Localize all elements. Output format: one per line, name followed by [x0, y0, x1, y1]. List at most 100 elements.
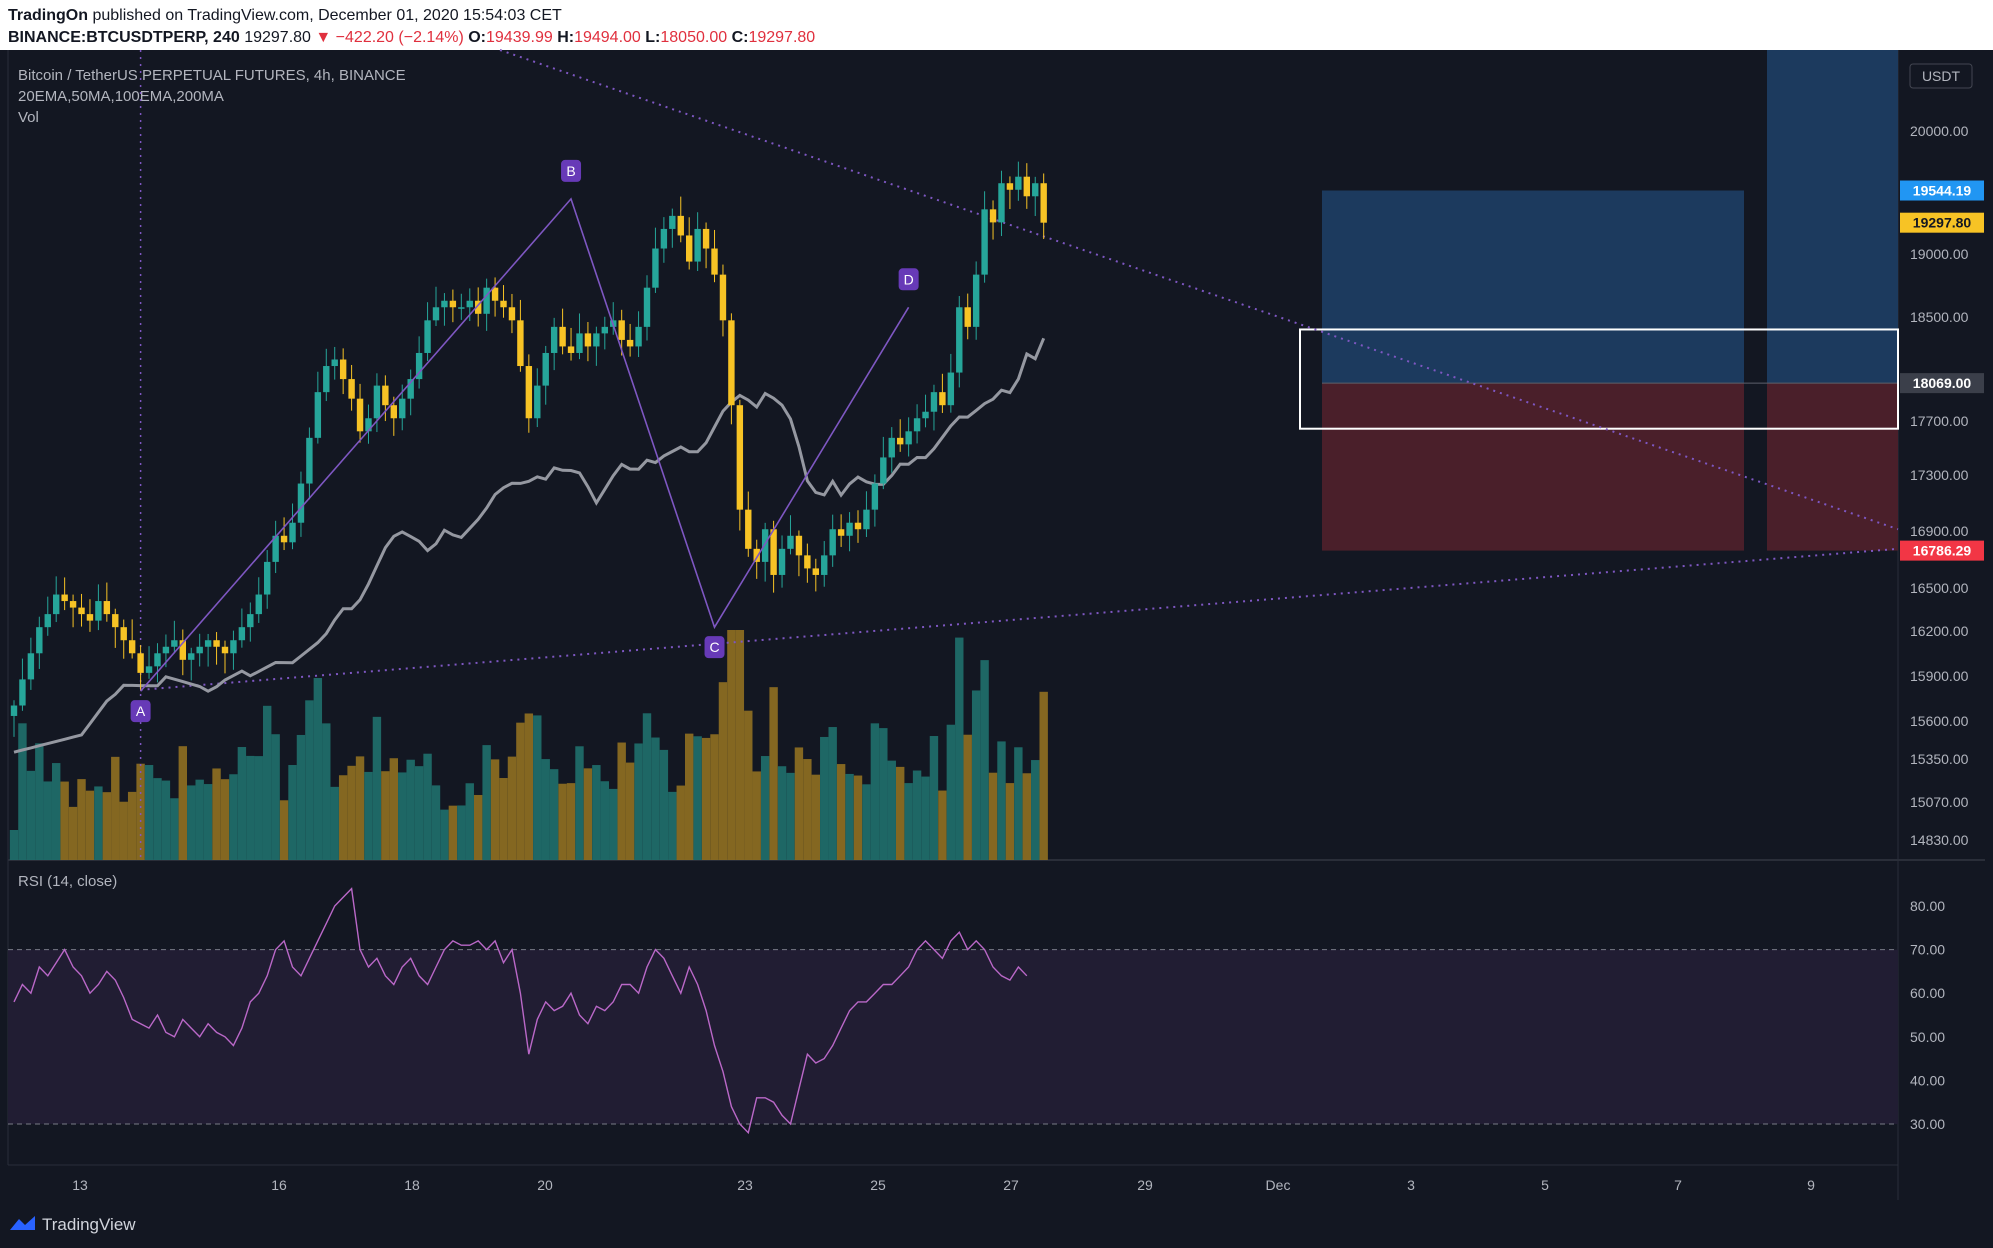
candle-body: [264, 561, 271, 595]
candle-body: [86, 614, 94, 621]
price-tick-label: 20000.00: [1910, 123, 1969, 139]
candle: [424, 302, 431, 361]
volume-bar: [549, 769, 559, 860]
published-text: published on TradingView.com, December 0…: [92, 7, 562, 24]
volume-bar: [617, 742, 626, 860]
candle: [534, 368, 541, 428]
candle-body: [694, 228, 701, 262]
candle-body: [897, 437, 904, 445]
candle: [373, 373, 381, 433]
candle-body: [508, 307, 516, 321]
brand-name[interactable]: TradingView: [42, 1215, 136, 1234]
volume-bar: [322, 723, 331, 860]
candle: [171, 620, 178, 654]
long-position-tool[interactable]: [1299, 50, 1899, 551]
candle: [652, 227, 659, 293]
volume-bar: [862, 784, 871, 860]
volume-bar: [929, 736, 939, 860]
candle-body: [373, 385, 381, 419]
volume-bar: [980, 660, 989, 860]
candle-body: [517, 320, 524, 367]
volume-bar: [592, 765, 601, 860]
candle-body: [846, 522, 853, 536]
currency-badge[interactable]: [1909, 63, 1973, 89]
candle: [204, 633, 212, 667]
price-tick-label: 16900.00: [1910, 523, 1969, 539]
candle-body: [339, 359, 347, 380]
rsi-band: [8, 949, 1898, 1124]
time-tick-label: 9: [1807, 1177, 1815, 1193]
rsi-tick-label: 30.00: [1910, 1116, 1945, 1132]
candle-body: [669, 215, 676, 229]
candle-body: [930, 392, 938, 412]
candle: [247, 602, 254, 642]
volume-bar: [533, 715, 542, 860]
volume-legend: Vol: [18, 109, 39, 126]
candle-body: [660, 228, 668, 249]
candle-body: [399, 398, 406, 419]
publish-info: TradingOn published on TradingView.com, …: [8, 7, 562, 25]
author-name[interactable]: TradingOn: [8, 7, 88, 24]
target-zone: [1322, 190, 1744, 384]
volume-bar: [794, 747, 804, 860]
candle: [432, 286, 440, 326]
candle: [323, 348, 330, 402]
volume-bar: [330, 786, 339, 860]
volume-bar: [195, 779, 204, 860]
volume-bar: [60, 781, 69, 860]
candle: [10, 700, 18, 737]
volume-bar: [305, 700, 314, 860]
candle: [61, 577, 68, 611]
candle: [1032, 176, 1039, 217]
candle: [761, 522, 769, 582]
candle: [542, 345, 549, 405]
candle: [179, 629, 186, 676]
volume-bar: [777, 766, 787, 860]
candle: [972, 261, 980, 340]
price-tag-label: 19297.80: [1913, 215, 1972, 231]
candle-body: [1023, 176, 1030, 197]
volume-bar: [575, 746, 584, 860]
moving-average-line: [13, 337, 1046, 754]
price-tag: 16786.29: [1900, 540, 1984, 561]
candle: [787, 515, 794, 555]
candle-body: [1040, 183, 1047, 223]
volume-bar: [338, 775, 348, 860]
candle-body: [567, 346, 575, 353]
volume-bar: [752, 771, 761, 860]
candle: [593, 326, 600, 366]
pattern-label-a: A: [130, 700, 151, 723]
candle: [314, 371, 322, 444]
volume-bar: [220, 779, 230, 860]
volume-bar: [43, 781, 52, 860]
candle: [297, 471, 305, 537]
candle-body: [905, 431, 912, 445]
volume-bar: [896, 766, 905, 860]
candle-body: [626, 339, 634, 347]
candle: [44, 596, 51, 636]
volume-bar: [490, 759, 500, 860]
trendlines[interactable]: [139, 49, 1899, 860]
volume-bar: [144, 765, 154, 860]
volume-bar: [178, 746, 187, 860]
price-axis[interactable]: 20000.00 19000.00 18500.00 17700.00 17300.00…: [1910, 123, 1969, 848]
price-tag-background: [1900, 212, 1984, 233]
volume-bar: [921, 776, 930, 860]
candle-body: [829, 529, 836, 556]
candle: [458, 293, 465, 320]
candle: [103, 582, 111, 622]
volume-bar: [760, 756, 770, 860]
candle: [415, 336, 423, 389]
volume-bar: [853, 775, 863, 860]
rsi-axis[interactable]: 80.00 70.00 60.00 50.00 40.00 30.00: [1910, 898, 1945, 1132]
candle-body: [483, 287, 490, 314]
volume-bar: [1039, 691, 1048, 860]
volume-bar: [820, 736, 829, 860]
volume-bar: [414, 766, 424, 860]
abcd-pattern[interactable]: [139, 197, 910, 692]
candle: [154, 643, 161, 683]
time-axis[interactable]: 13 16 18 20 23 25 27 29 Dec 3 5 7 9: [72, 1177, 1815, 1193]
pattern-label-badge: [130, 700, 151, 723]
candle-body: [559, 326, 566, 347]
